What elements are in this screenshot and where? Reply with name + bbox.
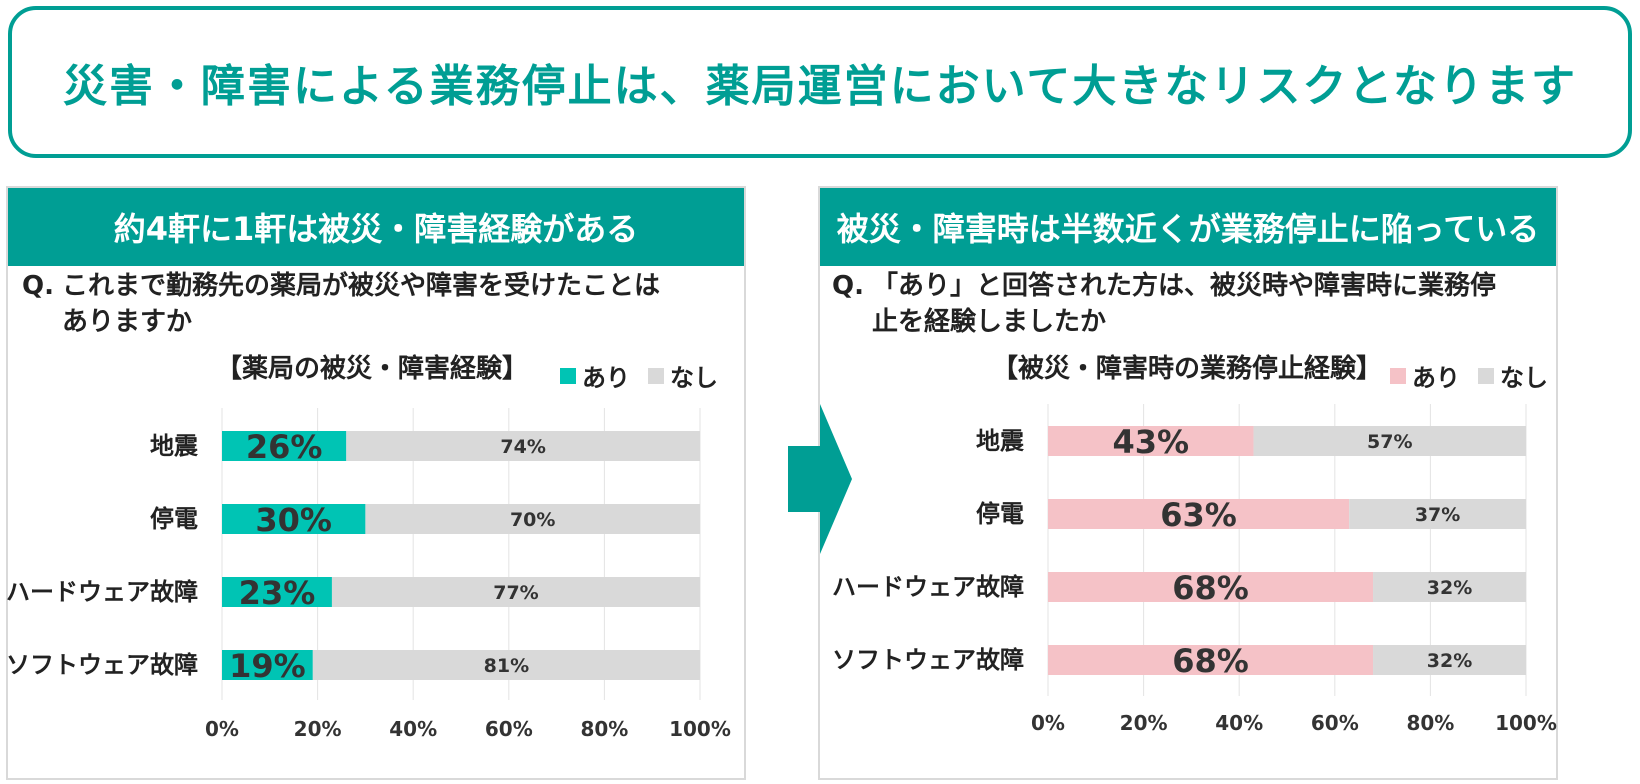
right-bar-yes xyxy=(1048,645,1374,675)
right-panel-header-text: 被災・障害時は半数近くが業務停止に陥っている xyxy=(836,210,1540,248)
left-x-tick-label: 0% xyxy=(205,717,239,741)
legend-swatch-no xyxy=(1478,367,1494,384)
left-category-label: 地震 xyxy=(150,432,199,460)
right-bar-no xyxy=(1373,572,1526,602)
left-x-tick-label: 60% xyxy=(485,717,533,741)
left-data-label-yes: 19% xyxy=(229,647,306,685)
right-x-tick-label: 80% xyxy=(1406,711,1454,735)
right-x-tick-label: 40% xyxy=(1215,711,1263,735)
right-legend: あり なし xyxy=(1390,358,1566,393)
right-question-line2: 止を経験しましたか xyxy=(872,307,1107,337)
legend-label-no: なし xyxy=(670,364,718,392)
right-category-label: ハードウェア故障 xyxy=(832,573,1024,601)
headline-text: 災害・障害による業務停止は、薬局運営において大きなリスクとなります xyxy=(62,61,1578,112)
left-data-label-yes: 26% xyxy=(246,428,323,466)
left-bar-no xyxy=(365,504,700,534)
right-chart-title: 【被災・障害時の業務停止経験】 xyxy=(992,354,1383,384)
right-bar-no xyxy=(1373,645,1526,675)
legend-swatch-yes xyxy=(560,367,576,384)
left-bar-no xyxy=(331,577,700,607)
left-x-tick-label: 80% xyxy=(580,717,628,741)
right-data-label-no: 37% xyxy=(1415,504,1460,526)
right-bar-yes xyxy=(1048,499,1350,529)
left-category-label: ソフトウェア故障 xyxy=(6,651,198,679)
left-category-label: ハードウェア故障 xyxy=(6,578,198,606)
right-x-tick-label: 60% xyxy=(1311,711,1359,735)
right-panel-header: 被災・障害時は半数近くが業務停止に陥っている xyxy=(820,188,1556,266)
right-data-label-yes: 68% xyxy=(1172,569,1249,607)
left-bar-no xyxy=(346,431,700,461)
right-bar-no xyxy=(1349,499,1526,529)
legend-swatch-yes xyxy=(1390,367,1406,384)
left-question-line1: これまで勤務先の薬局が被災や障害を受けたことは xyxy=(62,271,661,301)
left-panel: 約4軒に1軒は被災・障害経験がある Q. これまで勤務先の薬局が被災や障害を受け… xyxy=(6,186,746,780)
left-x-tick-label: 100% xyxy=(669,717,731,741)
right-data-label-no: 57% xyxy=(1367,431,1412,453)
right-data-label-no: 32% xyxy=(1427,577,1472,599)
right-category-label: 地震 xyxy=(976,427,1025,455)
left-data-label-no: 70% xyxy=(510,509,555,531)
left-bar-yes xyxy=(222,650,313,680)
right-x-tick-label: 20% xyxy=(1120,711,1168,735)
right-bar-yes xyxy=(1048,426,1254,456)
legend-label-yes: あり xyxy=(582,364,630,392)
left-data-label-yes: 23% xyxy=(239,574,316,612)
right-data-label-yes: 43% xyxy=(1112,423,1189,461)
legend-label-no: なし xyxy=(1500,364,1548,392)
left-bar-yes xyxy=(222,577,332,607)
left-chart-title: 【薬局の被災・障害経験】 xyxy=(216,354,529,384)
left-legend: あり なし xyxy=(560,358,736,393)
left-x-tick-label: 20% xyxy=(294,717,342,741)
right-x-tick-label: 0% xyxy=(1031,711,1065,735)
right-question-line1: 「あり」と回答された方は、被災時や障害時に業務停 xyxy=(872,271,1497,301)
right-question-prefix: Q. xyxy=(832,271,864,301)
left-category-label: 停電 xyxy=(150,505,198,533)
left-panel-header-text: 約4軒に1軒は被災・障害経験がある xyxy=(113,210,639,248)
legend-swatch-no xyxy=(648,367,664,384)
right-bar-yes xyxy=(1048,572,1374,602)
left-panel-header: 約4軒に1軒は被災・障害経験がある xyxy=(8,188,744,266)
right-bar-no xyxy=(1253,426,1526,456)
left-data-label-no: 74% xyxy=(500,436,545,458)
right-data-label-yes: 68% xyxy=(1172,642,1249,680)
left-data-label-yes: 30% xyxy=(255,501,332,539)
right-data-label-yes: 63% xyxy=(1160,496,1237,534)
left-question-prefix: Q. xyxy=(22,271,54,301)
left-bar-no xyxy=(312,650,700,680)
left-data-label-no: 77% xyxy=(493,582,538,604)
right-category-label: ソフトウェア故障 xyxy=(832,646,1024,674)
left-x-tick-label: 40% xyxy=(389,717,437,741)
left-bar-yes xyxy=(222,431,347,461)
legend-label-yes: あり xyxy=(1412,364,1460,392)
right-data-label-no: 32% xyxy=(1427,650,1472,672)
right-x-tick-label: 100% xyxy=(1495,711,1557,735)
right-category-label: 停電 xyxy=(976,500,1024,528)
left-data-label-no: 81% xyxy=(484,655,529,677)
left-bar-yes xyxy=(222,504,366,534)
right-arrow-icon xyxy=(788,404,852,554)
left-question-line2: ありますか xyxy=(62,307,193,337)
right-panel: 被災・障害時は半数近くが業務停止に陥っている Q. 「あり」と回答された方は、被… xyxy=(818,186,1558,780)
headline-banner: 災害・障害による業務停止は、薬局運営において大きなリスクとなります xyxy=(8,6,1632,158)
